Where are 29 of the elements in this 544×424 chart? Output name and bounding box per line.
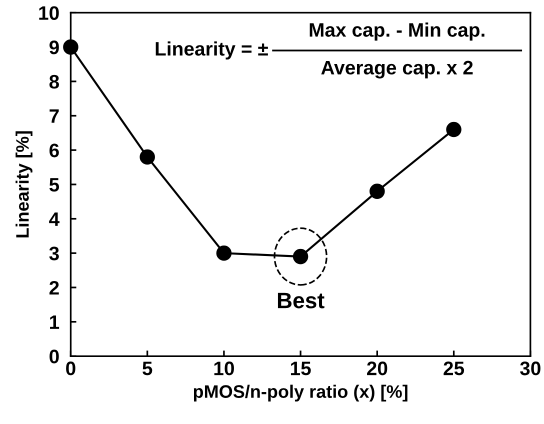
- annotation: Average cap. x 2: [321, 60, 473, 78]
- point: [63, 39, 78, 55]
- annotation: Best: [278, 292, 324, 308]
- y-tick-label: 5: [49, 178, 60, 192]
- y-tick-label: 9: [49, 40, 59, 54]
- point: [370, 184, 385, 199]
- annotation: Max cap. - Min cap.: [310, 22, 484, 41]
- point: [446, 122, 462, 138]
- y-tick-label: 10: [39, 6, 59, 20]
- x-tick-label: 10: [214, 362, 234, 376]
- x-axis-title: pMOS/n-poly ratio (x) [%]: [194, 384, 408, 402]
- x-tick-label: 15: [290, 362, 311, 376]
- y-tick-label: 7: [50, 109, 59, 123]
- point: [216, 245, 232, 261]
- y-tick-label: 4: [49, 212, 60, 226]
- y-axis-title: Linearity [%]: [16, 131, 32, 238]
- x-tick-label: 30: [520, 362, 540, 376]
- y-tick-label: 1: [50, 315, 60, 329]
- x-tick-label: 25: [444, 362, 464, 376]
- annotation: Linearity = ±: [156, 41, 268, 60]
- y-tick-label: 8: [49, 74, 60, 89]
- y-tick-label: 6: [50, 144, 59, 158]
- y-tick-label: 0: [50, 350, 59, 364]
- x-tick-label: 5: [142, 362, 152, 376]
- point: [140, 149, 155, 165]
- x-tick-label: 0: [66, 362, 76, 376]
- y-tick-label: 2: [49, 280, 59, 295]
- x-tick-label: 20: [367, 362, 388, 376]
- y-tick-label: 3: [49, 246, 59, 260]
